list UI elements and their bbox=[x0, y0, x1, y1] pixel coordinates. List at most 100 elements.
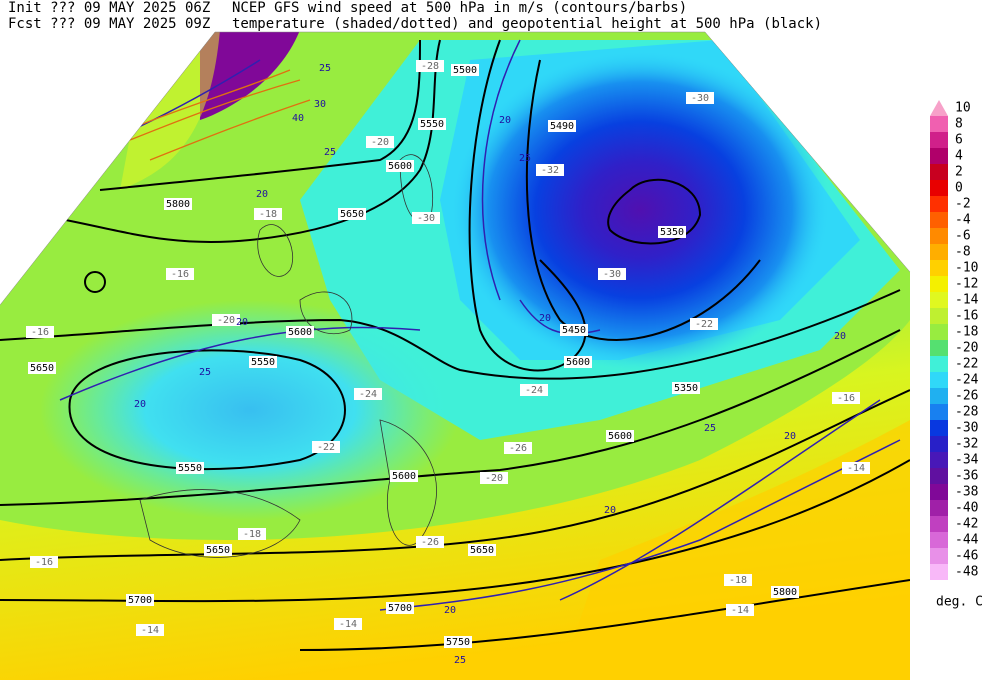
temp-label-bg bbox=[354, 388, 382, 400]
colorbar-label: -40 bbox=[955, 501, 978, 516]
colorbar-label: -20 bbox=[955, 341, 978, 356]
wind-label: 30 bbox=[314, 99, 326, 110]
temp-label-bg bbox=[238, 528, 266, 540]
temp-label: -14 bbox=[141, 625, 159, 636]
height-label: 5600 bbox=[392, 471, 416, 482]
colorbar-label: -36 bbox=[955, 469, 978, 484]
colorbar-swatch bbox=[930, 260, 948, 276]
temp-label: -14 bbox=[847, 463, 865, 474]
map-area bbox=[0, 32, 910, 680]
height-label: 5350 bbox=[660, 227, 684, 238]
colorbar-swatch bbox=[930, 340, 948, 356]
colorbar-swatch bbox=[930, 468, 948, 484]
colorbar-swatch bbox=[930, 500, 948, 516]
temp-label: -14 bbox=[731, 605, 749, 616]
colorbar-label: 6 bbox=[955, 133, 963, 148]
colorbar-swatch bbox=[930, 452, 948, 468]
colorbar-swatch bbox=[930, 564, 948, 580]
colorbar-label: -18 bbox=[955, 325, 978, 340]
temp-label-bg bbox=[366, 136, 394, 148]
height-label: 5500 bbox=[453, 65, 477, 76]
title-line-1: NCEP GFS wind speed at 500 hPa in m/s (c… bbox=[232, 0, 687, 16]
height-label-bg bbox=[386, 602, 414, 614]
temp-label-bg bbox=[254, 208, 282, 220]
colorbar-label: -22 bbox=[955, 357, 978, 372]
wind-label: 20 bbox=[256, 189, 268, 200]
colorbar-label: -46 bbox=[955, 549, 978, 564]
temp-label: -18 bbox=[243, 529, 261, 540]
temp-label: -20 bbox=[217, 315, 235, 326]
colorbar-label: -4 bbox=[955, 213, 971, 228]
temp-label-bg bbox=[832, 392, 860, 404]
colorbar-label: 4 bbox=[955, 149, 963, 164]
colorbar-label: -48 bbox=[955, 565, 978, 580]
temp-label-bg bbox=[212, 314, 240, 326]
height-label: 5650 bbox=[206, 545, 230, 556]
colorbar-label: -12 bbox=[955, 277, 978, 292]
colorbar-swatch bbox=[930, 292, 948, 308]
temp-label: -28 bbox=[421, 61, 439, 72]
height-label-bg bbox=[564, 356, 592, 368]
colorbar-swatch bbox=[930, 164, 948, 180]
height-label: 5550 bbox=[251, 357, 275, 368]
height-label: 5350 bbox=[674, 383, 698, 394]
temp-label: -26 bbox=[421, 537, 439, 548]
wind-label: 20 bbox=[134, 399, 146, 410]
wind-label: 25 bbox=[324, 147, 336, 158]
temp-label: -30 bbox=[691, 93, 709, 104]
colorbar-label: -34 bbox=[955, 453, 979, 468]
wind-label: 25 bbox=[454, 655, 466, 666]
colorbar-label: -30 bbox=[955, 421, 978, 436]
colorbar-label: 0 bbox=[955, 181, 963, 196]
colorbar-swatch bbox=[930, 356, 948, 372]
height-label: 5450 bbox=[562, 325, 586, 336]
temp-label-bg bbox=[26, 326, 54, 338]
colorbar-label: -26 bbox=[955, 389, 978, 404]
temp-label-bg bbox=[30, 556, 58, 568]
colorbar-label: -10 bbox=[955, 261, 978, 276]
height-label-bg bbox=[28, 362, 56, 374]
height-label: 5650 bbox=[30, 363, 54, 374]
height-label-bg bbox=[771, 586, 799, 598]
wind-label: 25 bbox=[319, 63, 331, 74]
height-label-bg bbox=[338, 208, 366, 220]
height-label-bg bbox=[672, 382, 700, 394]
colorbar-unit: deg. C bbox=[936, 595, 983, 610]
temp-label: -20 bbox=[371, 137, 389, 148]
temp-label: -16 bbox=[171, 269, 189, 280]
height-label-bg bbox=[249, 356, 277, 368]
colorbar-swatch bbox=[930, 308, 948, 324]
colorbar-swatch bbox=[930, 436, 948, 452]
colorbar-swatch bbox=[930, 484, 948, 500]
height-label-bg bbox=[444, 636, 472, 648]
colorbar-swatch bbox=[930, 132, 948, 148]
temp-label-bg bbox=[416, 536, 444, 548]
height-label-bg bbox=[286, 326, 314, 338]
height-label-bg bbox=[560, 324, 588, 336]
temp-label-bg bbox=[726, 604, 754, 616]
wind-label: 25 bbox=[199, 367, 211, 378]
temp-label: -16 bbox=[31, 327, 49, 338]
temp-label: -18 bbox=[729, 575, 747, 586]
temp-label: -16 bbox=[35, 557, 53, 568]
height-label: 5600 bbox=[388, 161, 412, 172]
temp-label-bg bbox=[504, 442, 532, 454]
temp-label: -22 bbox=[695, 319, 713, 330]
temp-label: -32 bbox=[541, 165, 559, 176]
temp-label: -16 bbox=[837, 393, 855, 404]
colorbar-label: -16 bbox=[955, 309, 978, 324]
temp-label-bg bbox=[136, 624, 164, 636]
height-label-bg bbox=[418, 118, 446, 130]
height-label: 5550 bbox=[420, 119, 444, 130]
wind-label: 20 bbox=[236, 317, 248, 328]
temp-label: -24 bbox=[525, 385, 543, 396]
height-label-bg bbox=[164, 198, 192, 210]
height-label: 5800 bbox=[773, 587, 797, 598]
height-label: 5550 bbox=[178, 463, 202, 474]
temp-label-bg bbox=[598, 268, 626, 280]
temp-label: -18 bbox=[259, 209, 277, 220]
colorbar-swatch bbox=[930, 388, 948, 404]
height-label-bg bbox=[126, 594, 154, 606]
colorbar-swatch bbox=[930, 244, 948, 260]
height-label: 5700 bbox=[388, 603, 412, 614]
